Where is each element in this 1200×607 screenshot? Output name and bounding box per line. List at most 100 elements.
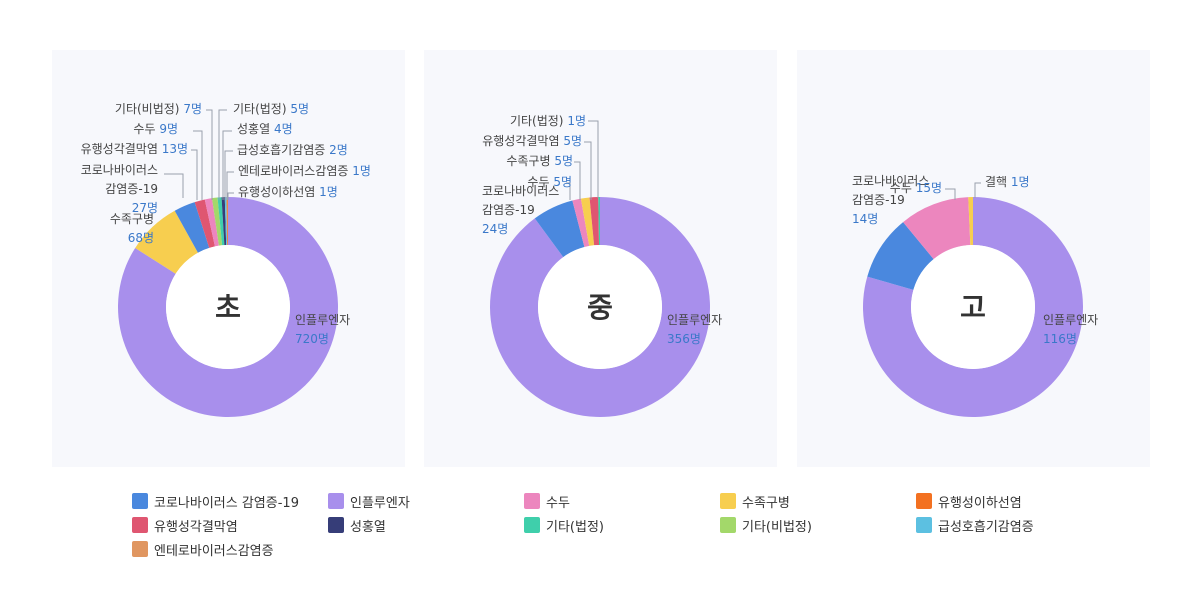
legend-label: 수족구병 [742, 495, 790, 511]
label-count: 27명 [132, 201, 158, 215]
slice-기타-법정[interactable] [598, 197, 600, 246]
leader-line [191, 149, 198, 200]
slice-수두[interactable] [204, 198, 219, 247]
slice-label-인플루엔자: 인플루엔자 356명 [667, 313, 722, 346]
leader-line [226, 171, 234, 200]
slice-기타-법정[interactable] [217, 197, 225, 246]
slice-label-결핵: 결핵 1명 [985, 175, 1030, 189]
slice-label-기타-비법정: 기타(비법정) 7명 [115, 102, 202, 116]
slice-인플루엔자[interactable] [863, 197, 1083, 417]
chart-panel-high: 고 인플루엔자 116명 코로나바이러스 감염증-19 14명 수두 15명 결핵 1명 [797, 50, 1150, 467]
slice-수두[interactable] [903, 197, 971, 260]
label-text: 코로나바이러스 [482, 184, 559, 198]
legend-item-유행성각결막염[interactable]: 유행성각결막염 [132, 515, 238, 535]
slice-엔테로바이러스감염증[interactable] [226, 197, 228, 246]
legend-label: 수두 [546, 495, 570, 511]
slice-코로나바이러스-감염증-19[interactable] [174, 202, 210, 253]
leader-line [164, 173, 184, 198]
legend-item-엔테로바이러스감염증[interactable]: 엔테로바이러스감염증 [132, 539, 274, 559]
slice-label-기타-법정: 기타(법정) 5명 [233, 102, 309, 116]
legend-swatch [916, 493, 932, 509]
slice-label-인플루엔자: 인플루엔자 116명 [1043, 313, 1098, 346]
legend-label: 유행성각결막염 [154, 519, 238, 535]
legend-swatch [132, 541, 148, 557]
legend-label: 기타(법정) [546, 519, 604, 535]
leader-line [566, 182, 571, 200]
legend-label: 인플루엔자 [350, 495, 410, 511]
leader-line [193, 130, 203, 200]
leader-line [206, 109, 213, 200]
label-text: 기타(비법정) 7명 [115, 102, 202, 116]
slice-label-유행성각결막염: 유행성각결막염 13명 [81, 141, 188, 156]
legend-swatch [524, 517, 540, 533]
label-text: 유행성각결막염 5명 [482, 133, 582, 148]
legend-swatch [132, 493, 148, 509]
slice-수족구병[interactable] [580, 197, 595, 246]
slice-유행성각결막염[interactable] [589, 197, 600, 246]
label-text: 감염증-19 [482, 203, 535, 217]
label-text: 성홍열 4명 [237, 122, 293, 136]
legend-label: 코로나바이러스 감염증-19 [154, 495, 299, 511]
legend-item-수족구병[interactable]: 수족구병 [720, 491, 790, 511]
slice-label-수족구병: 수족구병 68명 [110, 212, 154, 245]
legend-item-유행성이하선염[interactable]: 유행성이하선염 [916, 491, 1022, 511]
slice-유행성각결막염[interactable] [194, 199, 215, 248]
leader-line [584, 141, 592, 200]
legend-item-인플루엔자[interactable]: 인플루엔자 [328, 491, 410, 511]
label-text: 인플루엔자 [295, 313, 350, 327]
leader-line [227, 192, 234, 200]
label-text: 수족구병 5명 [506, 154, 573, 168]
legend-swatch [328, 517, 344, 533]
legend-item-급성호흡기감염증[interactable]: 급성호흡기감염증 [916, 515, 1034, 535]
label-text: 인플루엔자 [667, 313, 722, 327]
label-count: 14명 [852, 212, 878, 226]
legend-label: 성홍열 [350, 519, 386, 535]
label-count: 356명 [667, 332, 701, 346]
slice-수족구병[interactable] [135, 210, 198, 274]
label-text: 감염증-19 [105, 182, 158, 196]
slice-label-수두: 수두 9명 [133, 122, 178, 136]
legend-label: 급성호흡기감염증 [938, 519, 1034, 535]
legend-label: 기타(비법정) [742, 519, 812, 535]
slice-결핵[interactable] [968, 197, 973, 246]
slice-label-수두: 수두 5명 [527, 175, 572, 189]
legend-swatch [132, 517, 148, 533]
leader-line [224, 150, 233, 200]
slice-코로나바이러스-감염증-19[interactable] [534, 200, 585, 258]
legend-item-성홍열[interactable]: 성홍열 [328, 515, 386, 535]
legend-swatch [720, 493, 736, 509]
slice-수두[interactable] [572, 198, 590, 247]
legend-item-기타-비법정[interactable]: 기타(비법정) [720, 515, 812, 535]
slice-인플루엔자[interactable] [490, 197, 710, 417]
label-text: 급성호흡기감염증 2명 [237, 143, 348, 157]
center-label: 고 [960, 291, 986, 324]
leader-line [945, 188, 956, 200]
label-text: 수두 5명 [527, 175, 572, 189]
slice-성홍열[interactable] [221, 197, 227, 246]
slice-label-성홍열: 성홍열 4명 [237, 122, 293, 136]
legend-swatch [916, 517, 932, 533]
slice-기타-비법정[interactable] [211, 197, 223, 246]
slice-label-유행성각결막염: 유행성각결막염 5명 [482, 133, 582, 148]
label-text: 수족구병 [110, 212, 154, 226]
slice-급성호흡기감염증[interactable] [224, 197, 228, 246]
label-count: 720명 [295, 332, 329, 346]
legend-item-코로나바이러스-감염증-19[interactable]: 코로나바이러스 감염증-19 [132, 491, 299, 511]
slice-코로나바이러스-감염증-19[interactable] [867, 222, 934, 290]
leader-line [588, 120, 599, 198]
label-text: 수두 9명 [133, 122, 178, 136]
slice-label-수족구병: 수족구병 5명 [506, 154, 573, 168]
slice-인플루엔자[interactable] [117, 197, 338, 417]
leader-line [974, 182, 981, 198]
legend-item-기타-법정[interactable]: 기타(법정) [524, 515, 604, 535]
slice-label-기타-법정: 기타(법정) 1명 [510, 114, 586, 128]
label-text: 유행성이하선염 1명 [238, 184, 338, 199]
legend-item-수두[interactable]: 수두 [524, 491, 570, 511]
slice-유행성이하선염[interactable] [227, 197, 228, 246]
slice-label-엔테로바이러스감염증: 엔테로바이러스감염증 1명 [238, 164, 371, 178]
label-text: 기타(법정) 1명 [510, 114, 586, 128]
